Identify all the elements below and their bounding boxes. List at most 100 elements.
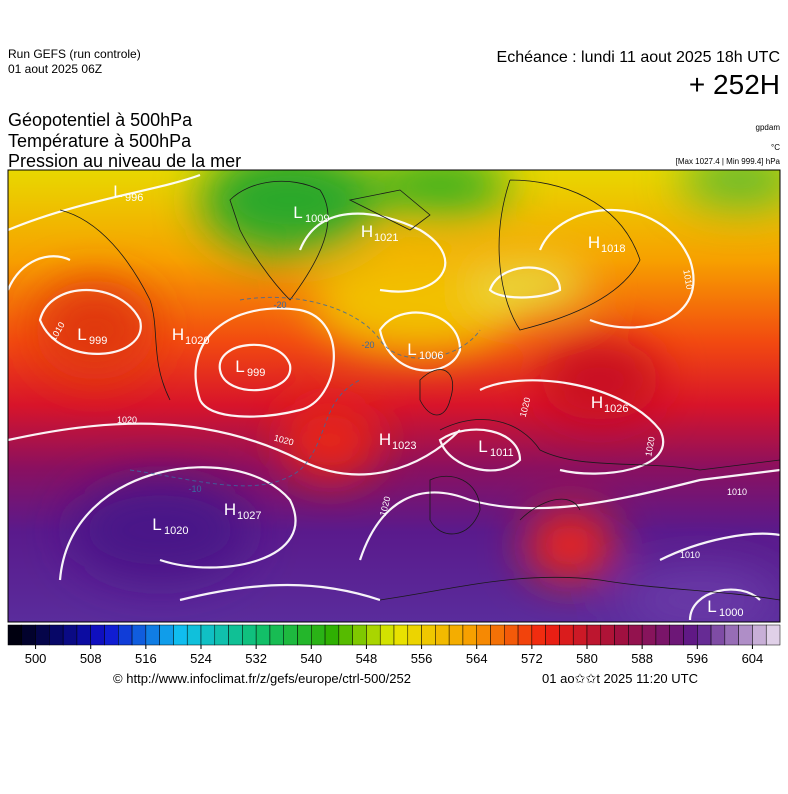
- colorbar-tick-label: 524: [190, 651, 212, 666]
- colorbar-swatch: [531, 624, 546, 646]
- pressure-center-value: 999: [247, 367, 265, 379]
- pressure-center-value: 1009: [305, 213, 329, 225]
- contour-label: -20: [361, 340, 374, 350]
- pressure-center-kind: H: [224, 500, 236, 519]
- contour-label: 1020: [117, 415, 137, 425]
- colorbar-tick-label: 532: [245, 651, 267, 666]
- unit: [Max 1027.4 | Min 999.4] hPa: [676, 157, 781, 166]
- colorbar-swatch: [738, 624, 753, 646]
- colorbar-swatch: [572, 624, 588, 646]
- colorbar-swatch: [49, 624, 64, 646]
- colorbar-swatch: [600, 624, 615, 646]
- colorbar-swatch: [421, 624, 436, 646]
- pressure-center-kind: L: [77, 325, 86, 344]
- unit: gpdam: [756, 123, 781, 132]
- colorbar-tick-label: 564: [466, 651, 488, 666]
- pressure-center-value: 1011: [490, 447, 514, 459]
- pressure-center-value: 1018: [601, 243, 625, 255]
- colorbar-swatch: [628, 624, 643, 646]
- colorbar-swatch: [104, 624, 119, 646]
- colorbar-swatch: [641, 624, 657, 646]
- pressure-center-value: 1020: [185, 335, 209, 347]
- colorbar-swatch: [586, 624, 602, 646]
- colorbar-tick-label: 572: [521, 651, 543, 666]
- unit: °C: [771, 143, 780, 152]
- colorbar-swatch: [407, 624, 422, 646]
- colorbar-swatch: [448, 624, 464, 646]
- contour-label: 1010: [727, 487, 747, 497]
- map: [8, 170, 780, 622]
- pressure-center-value: 1006: [419, 350, 443, 362]
- pressure-center-kind: L: [478, 437, 487, 456]
- colorbar-tick-label: 596: [686, 651, 708, 666]
- run: Run GEFS (run controle): [8, 47, 141, 61]
- pressure-center-kind: L: [707, 597, 716, 616]
- colorbar-swatch: [366, 624, 381, 646]
- source: © http://www.infoclimat.fr/z/gefs/europe…: [113, 671, 411, 686]
- generated-time: 01 ao✩✩t 2025 11:20 UTC: [542, 671, 698, 686]
- colorbar-swatch: [90, 624, 105, 646]
- colorbar-swatch: [504, 624, 519, 646]
- pressure-center-value: 1026: [604, 403, 628, 415]
- field: Pression au niveau de la mer: [8, 151, 241, 171]
- colorbar-tick-label: 500: [25, 651, 47, 666]
- colorbar-swatch: [435, 624, 450, 646]
- colorbar-tick-label: 540: [300, 651, 322, 666]
- colorbar-swatch: [269, 624, 284, 646]
- colorbar-swatch: [559, 624, 574, 646]
- colorbar-swatch: [214, 624, 229, 646]
- pressure-center-value: 1020: [164, 525, 188, 537]
- colorbar-swatch: [131, 624, 147, 646]
- colorbar-swatch: [393, 624, 409, 646]
- lead-time: + 252H: [689, 69, 780, 100]
- field: Température à 500hPa: [8, 131, 192, 151]
- colorbar-tick-label: 556: [411, 651, 433, 666]
- colorbar-tick-label: 516: [135, 651, 157, 666]
- colorbar-swatch: [35, 624, 50, 646]
- pressure-center-value: 1021: [374, 232, 398, 244]
- colorbar-swatch: [476, 624, 491, 646]
- colorbar-swatch: [765, 624, 781, 646]
- contour-label: -20: [273, 300, 286, 310]
- colorbar-swatch: [76, 624, 91, 646]
- colorbar-swatch: [255, 624, 271, 646]
- colorbar-swatch: [683, 624, 698, 646]
- pressure-center-value: 1000: [719, 607, 743, 619]
- colorbar-tick-label: 580: [576, 651, 598, 666]
- colorbar-swatch: [462, 624, 477, 646]
- colorbar-swatch: [352, 624, 367, 646]
- colorbar-tick-label: 508: [80, 651, 102, 666]
- colorbar-swatch: [200, 624, 216, 646]
- colorbar-swatch: [297, 624, 312, 646]
- colorbar-swatch: [752, 624, 767, 646]
- pressure-center-value: 996: [125, 192, 143, 204]
- contour-label: 1010: [680, 550, 700, 560]
- colorbar-swatch: [324, 624, 340, 646]
- colorbar-swatch: [655, 624, 670, 646]
- run-date: 01 aout 2025 06Z: [8, 62, 102, 76]
- pressure-center-kind: L: [152, 515, 161, 534]
- pressure-center-kind: L: [407, 340, 416, 359]
- map-frame: [7, 169, 781, 623]
- pressure-center-kind: L: [235, 357, 244, 376]
- colorbar-swatch: [62, 624, 78, 646]
- pressure-center-kind: L: [113, 182, 122, 201]
- pressure-center-value: 1023: [392, 440, 416, 452]
- colorbar-swatch: [724, 624, 739, 646]
- colorbar-tick-label: 588: [631, 651, 653, 666]
- colorbar-swatch: [697, 624, 712, 646]
- pressure-center-kind: H: [379, 430, 391, 449]
- pressure-center-kind: H: [591, 393, 603, 412]
- colorbar-swatch: [173, 624, 188, 646]
- colorbar-swatch: [21, 624, 36, 646]
- pressure-center-kind: H: [172, 325, 184, 344]
- colorbar-swatch: [159, 624, 174, 646]
- contour-label: 1020: [643, 436, 656, 457]
- pressure-center-kind: H: [361, 222, 373, 241]
- pressure-center-value: 999: [89, 335, 107, 347]
- colorbar-swatch: [614, 624, 629, 646]
- contour-label: 1010: [681, 269, 694, 290]
- contour-label: -10: [188, 484, 201, 494]
- valid-time: Echéance : lundi 11 aout 2025 18h UTC: [497, 49, 780, 66]
- colorbar-swatch: [545, 624, 560, 646]
